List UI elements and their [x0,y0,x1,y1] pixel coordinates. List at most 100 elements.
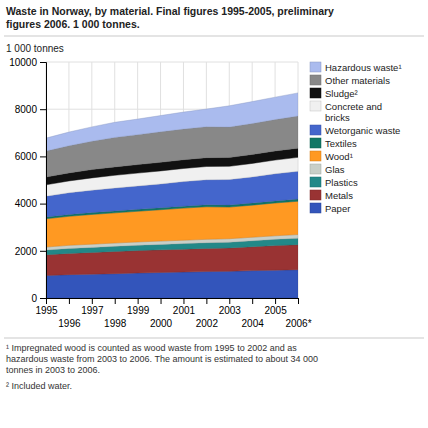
legend-swatch [310,62,321,72]
tick-mark [40,156,46,157]
tick-mark [275,298,276,304]
annotation-line: ² Included water. [6,381,72,391]
legend-label-line: Wood¹ [325,151,353,162]
legend-label-line: Paper [325,203,350,214]
legend-item: Metals [310,190,353,201]
legend-swatch [310,125,321,135]
legend-label: Sludge² [325,88,358,99]
tick-label: 1997 [81,305,104,316]
tick-label: 6000 [15,151,38,162]
area [46,93,298,151]
legend-item: Hazardous waste¹ [310,62,402,73]
tick-label: 2005 [264,305,287,316]
tick: 2004 [242,298,265,329]
tick-mark [40,109,46,110]
tick-label: 2004 [242,318,265,329]
tick-label: 2002 [196,318,219,329]
legend-label: Metals [325,190,353,201]
tick-label: 2000 [150,318,173,329]
legend-swatch [310,75,321,85]
y-axis: 0 2000 4000 6000 8000 10000 [9,57,46,304]
legend-label-line: Textiles [325,138,357,149]
tick-label: 4000 [15,198,38,209]
tick-label: 2001 [173,305,196,316]
plot-area [46,93,298,298]
legend-label-line: Wetorganic waste [325,125,400,136]
tick-label: 8000 [15,104,38,115]
tick-mark [40,62,46,63]
legend-label: Glas [325,164,345,175]
tick-label: 1996 [58,318,81,329]
tick: 1999 [127,298,150,316]
legend-item: Concrete andbricks [310,101,382,123]
legend-label: Hazardous waste¹ [325,62,402,73]
tick: 2000 [150,298,173,329]
tick-mark [69,298,70,304]
legend-item: Wetorganic waste [310,125,400,136]
tick-mark [138,298,139,304]
tick-mark [92,298,93,304]
legend: Hazardous waste¹ Other materials Sludge² Co… [310,62,402,214]
tick-mark [46,298,47,304]
tick-label: 10000 [9,57,37,68]
legend-label: Textiles [325,138,357,149]
axis-line [47,299,299,305]
legend-label: Paper [325,203,350,214]
legend-item: Other materials [310,75,390,86]
axis-line [40,63,47,299]
legend-swatch [310,203,321,213]
x-axis: 1995199619971998199920002001200220032004… [35,298,311,329]
legend-label: Concrete andbricks [325,101,382,123]
tick-mark [40,251,46,252]
legend-swatch [310,164,321,174]
title-line: figures 2006. 1 000 tonnes. [6,18,140,30]
tick: 0 [31,293,46,304]
title-line: Waste in Norway, by material. Final figu… [6,5,334,17]
legend-label: Plastics [325,177,358,188]
legend-swatch [310,177,321,187]
legend-label-line: Metals [325,190,353,201]
tick: 8000 [15,104,46,115]
legend-item: Wood¹ [310,151,353,162]
legend-label: Other materials [325,75,390,86]
tick: 1997 [81,298,104,316]
legend-item: Plastics [310,177,358,188]
tick-mark [252,298,253,304]
separator [4,338,424,339]
tick: 2002 [196,298,219,329]
tick-mark [40,298,46,299]
tick: 6000 [15,151,46,162]
tick-label: 2000 [15,246,38,257]
background [0,0,428,428]
separator [4,36,424,37]
tick: 1998 [104,298,127,329]
legend-item: Sludge² [310,88,358,99]
legend-label-line: Other materials [325,75,390,86]
legend-label-line: Plastics [325,177,358,188]
annotation: ¹ Impregnated wood is counted as wood wa… [6,343,318,375]
chart: Waste in Norway, by material. Final figu… [0,0,428,428]
legend-item: Textiles [310,138,357,149]
annotation-line: ¹ Impregnated wood is counted as wood wa… [6,343,297,353]
title: Waste in Norway, by material. Final figu… [6,5,334,30]
legend-swatch [310,190,321,200]
tick: 2000 [15,246,46,257]
tick: 2005 [264,298,287,316]
tick-label: 1999 [127,305,150,316]
tick: 2003 [219,298,242,316]
tick-mark [183,298,184,304]
legend-label: Wetorganic waste [325,125,400,136]
legend-label-line: Concrete and [325,101,382,112]
legend-item: Paper [310,203,350,214]
tick-mark [161,298,162,304]
annotation: ² Included water. [6,381,72,391]
legend-label-line: Sludge² [325,88,358,99]
annotation-line: hazardous waste from 2003 to 2006. The a… [6,354,318,364]
tick: 10000 [9,57,46,68]
tick-label: 1998 [104,318,127,329]
legend-label-line: Glas [325,164,345,175]
annotation-line: tonnes in 2003 to 2006. [6,365,100,375]
legend-label: Wood¹ [325,151,353,162]
tick-mark [40,204,46,205]
legend-swatch [310,101,321,111]
